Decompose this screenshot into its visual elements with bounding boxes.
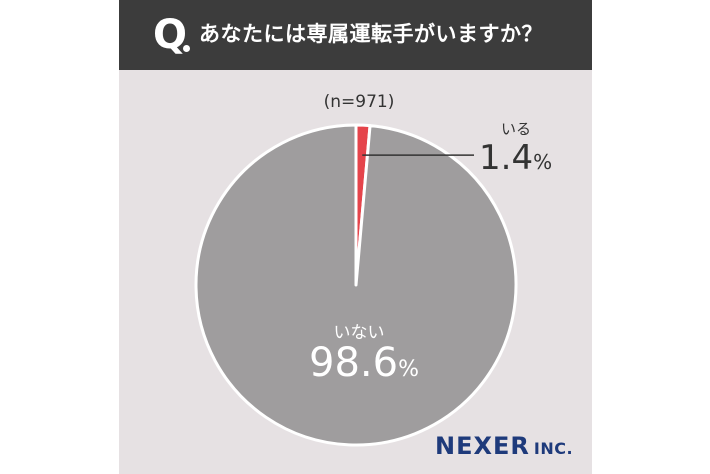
logo-suffix: INC. bbox=[533, 439, 574, 458]
slice-value-iru: 1.4% bbox=[479, 138, 552, 178]
slice-value-inai-unit: % bbox=[398, 357, 419, 382]
pie-chart bbox=[194, 123, 518, 447]
slice-label-inai: いない bbox=[333, 323, 385, 343]
q-mark: Q bbox=[153, 12, 188, 58]
chart-card: Q あなたには専属運転手がいますか？ (n=971) いる 1.4% いない 9… bbox=[119, 0, 592, 474]
q-dot-icon bbox=[183, 45, 190, 52]
slice-value-iru-number: 1.4 bbox=[479, 138, 534, 178]
pie-slice-inai bbox=[194, 123, 518, 447]
slice-value-inai: 98.6% bbox=[294, 340, 434, 386]
question-text: あなたには専属運転手がいますか？ bbox=[199, 22, 543, 46]
nexer-logo: NEXER INC. bbox=[435, 432, 573, 460]
slice-value-inai-number: 98.6 bbox=[309, 340, 399, 386]
slice-value-iru-unit: % bbox=[533, 150, 553, 174]
question-header: Q あなたには専属運転手がいますか？ bbox=[119, 0, 592, 70]
slice-label-iru: いる bbox=[501, 120, 532, 138]
sample-size: (n=971) bbox=[323, 92, 395, 112]
logo-name: NEXER bbox=[435, 432, 530, 460]
